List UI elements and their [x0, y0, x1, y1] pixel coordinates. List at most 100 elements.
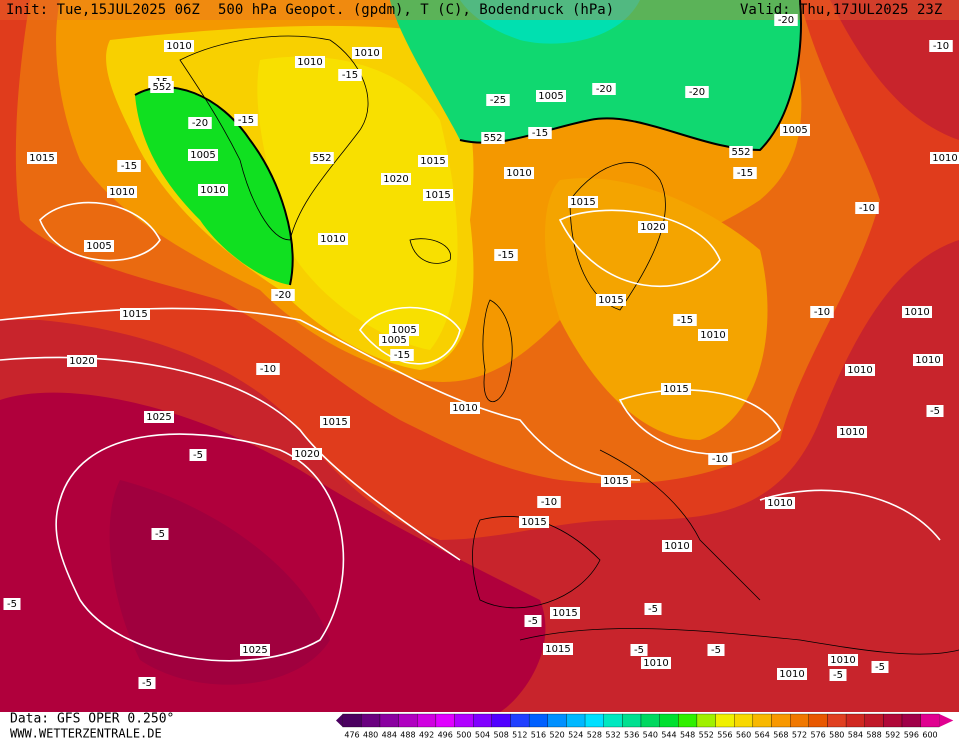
label-box	[494, 249, 518, 261]
label-box	[528, 127, 552, 139]
map-background	[0, 0, 959, 712]
colorbar-label: 492	[419, 731, 434, 740]
isobar-label: 1015	[552, 608, 577, 619]
colorbar-cell	[566, 713, 586, 728]
label-box	[310, 152, 334, 164]
label-box	[592, 83, 616, 95]
colorbar-label: 564	[755, 731, 770, 740]
isobar-label: -5	[7, 599, 17, 610]
isobar-label: -20	[275, 290, 291, 301]
isobar-label: -15	[238, 115, 254, 126]
isobar-label: 1010	[664, 541, 689, 552]
colorbar-label: 544	[661, 731, 676, 740]
colorbar-label: 552	[699, 731, 714, 740]
label-box	[352, 47, 382, 59]
colorbar-cell	[678, 713, 698, 728]
label-box	[189, 449, 207, 461]
colorbar-cell	[547, 713, 567, 728]
isobar-label: 552	[312, 153, 331, 164]
colorbar-cell	[901, 713, 921, 728]
label-box	[638, 221, 668, 233]
colorbar-cell	[883, 713, 903, 728]
label-box	[120, 308, 150, 320]
label-box	[929, 40, 953, 52]
isobar-label: -20	[596, 84, 612, 95]
isobar-label: 1010	[779, 669, 804, 680]
label-box	[543, 643, 573, 655]
label-box	[550, 607, 580, 619]
label-box	[67, 355, 97, 367]
isobar-label: 1020	[294, 449, 319, 460]
label-box	[144, 411, 174, 423]
label-box	[151, 528, 169, 540]
isobar-label: -5	[648, 604, 658, 615]
label-box	[338, 69, 362, 81]
isobar-label: 1010	[166, 41, 191, 52]
colorbar-label: 520	[549, 731, 564, 740]
map-title: 500 hPa Geopot. (gpdm), T (C), Bodendruc…	[218, 2, 614, 18]
label-box	[234, 114, 258, 126]
isobar-label: 1015	[603, 476, 628, 487]
label-box	[708, 453, 732, 465]
label-box	[536, 90, 566, 102]
colorbar-label: 592	[885, 731, 900, 740]
colorbar-label: 600	[922, 731, 937, 740]
label-box	[524, 615, 542, 627]
colorbar-arrow-left	[336, 714, 343, 727]
isobar-label: 1010	[700, 330, 725, 341]
isobar-label: 1010	[847, 365, 872, 376]
isobar-label: -10	[859, 203, 875, 214]
isobar-label: -10	[933, 41, 949, 52]
label-box	[644, 603, 662, 615]
site-url: WWW.WETTERZENTRALE.DE	[10, 727, 162, 741]
colorbar-cell	[584, 713, 604, 728]
colorbar-label: 500	[456, 731, 471, 740]
isobar-label: 1010	[915, 355, 940, 366]
isobar-label: 1005	[86, 241, 111, 252]
isobar-label: -25	[490, 95, 506, 106]
isobar-label: 1010	[767, 498, 792, 509]
isobar-label: 552	[731, 147, 750, 158]
label-box	[188, 149, 218, 161]
isobar-label: 1015	[425, 190, 450, 201]
isobar-label: 1020	[383, 174, 408, 185]
label-box	[117, 160, 141, 172]
colorbar-cell	[473, 713, 492, 728]
isobar-label: 1025	[242, 645, 267, 656]
colorbar-label: 488	[400, 731, 415, 740]
isobar-label: -10	[260, 364, 276, 375]
colorbar-cell	[920, 713, 940, 728]
isobar-label: 1010	[109, 187, 134, 198]
colorbar-cell	[603, 713, 623, 728]
isobar-label: -15	[737, 168, 753, 179]
isobar-label: 1010	[354, 48, 379, 59]
label-box	[913, 354, 943, 366]
label-box	[596, 294, 626, 306]
colorbar-label: 548	[680, 731, 695, 740]
label-box	[390, 349, 414, 361]
colorbar-label: 556	[717, 731, 732, 740]
isobar-label: 1015	[122, 309, 147, 320]
isobar-label: -15	[394, 350, 410, 361]
label-box	[519, 516, 549, 528]
colorbar-label: 496	[438, 731, 453, 740]
colorbar-cell	[752, 713, 772, 728]
colorbar-cell	[510, 713, 530, 728]
isobar-label: 1010	[830, 655, 855, 666]
colorbar-cell	[622, 713, 642, 728]
colorbar-label: 588	[866, 731, 881, 740]
label-box	[188, 117, 212, 129]
colorbar-label: 540	[643, 731, 658, 740]
colorbar-label: 504	[475, 731, 490, 740]
label-box	[685, 86, 709, 98]
colorbar-cell	[454, 713, 474, 728]
label-box	[418, 155, 448, 167]
map-labels: 1010 1010 1010 -15 -15 552 -20 -15 1005 552 1015 -1…	[3, 14, 959, 689]
label-box	[828, 654, 858, 666]
isobar-label: -5	[634, 645, 644, 656]
label-box	[27, 152, 57, 164]
colorbar-cell	[845, 713, 865, 728]
colorbar-label: 516	[531, 731, 546, 740]
colorbar-cell	[715, 713, 735, 728]
